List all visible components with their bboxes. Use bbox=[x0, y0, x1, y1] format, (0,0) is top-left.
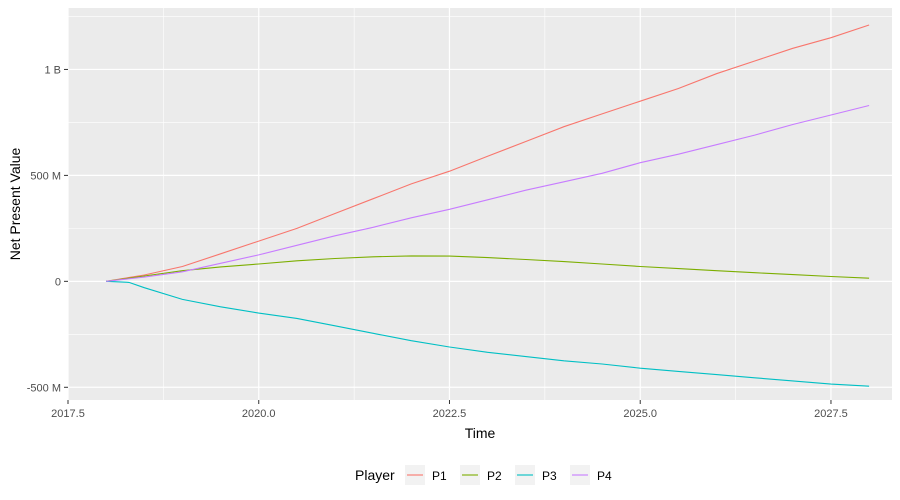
x-tick-label: 2027.5 bbox=[814, 408, 848, 420]
x-tick-label: 2025.0 bbox=[623, 408, 657, 420]
x-tick-label: 2022.5 bbox=[433, 408, 467, 420]
series-line-p3 bbox=[106, 280, 870, 387]
x-tick-label: 2017.5 bbox=[51, 408, 85, 420]
y-axis: -500 M 0 500 M 1 B bbox=[27, 64, 68, 394]
x-axis-title: Time bbox=[465, 425, 496, 441]
legend-label-p1: P1 bbox=[432, 469, 447, 483]
legend-title: Player bbox=[355, 467, 395, 483]
legend: Player P1 P2 P3 P4 bbox=[355, 465, 612, 485]
series-lines bbox=[106, 24, 870, 387]
plot-panel bbox=[68, 8, 892, 400]
minor-grid bbox=[68, 8, 892, 400]
y-axis-title: Net Present Value bbox=[7, 148, 23, 261]
y-tick-label: -500 M bbox=[27, 382, 61, 394]
y-tick-label: 1 B bbox=[44, 64, 61, 76]
legend-label-p4: P4 bbox=[597, 469, 612, 483]
y-tick-label: 0 bbox=[55, 276, 61, 288]
series-line-p4 bbox=[106, 104, 870, 282]
series-line-p2 bbox=[106, 255, 870, 282]
x-tick-label: 2020.0 bbox=[242, 408, 276, 420]
legend-label-p3: P3 bbox=[542, 469, 557, 483]
series-line-p1 bbox=[106, 24, 870, 282]
x-axis: 2017.5 2020.0 2022.5 2025.0 2027.5 bbox=[51, 400, 848, 420]
major-grid bbox=[67, 8, 892, 400]
legend-label-p2: P2 bbox=[487, 469, 502, 483]
y-tick-label: 500 M bbox=[30, 170, 61, 182]
